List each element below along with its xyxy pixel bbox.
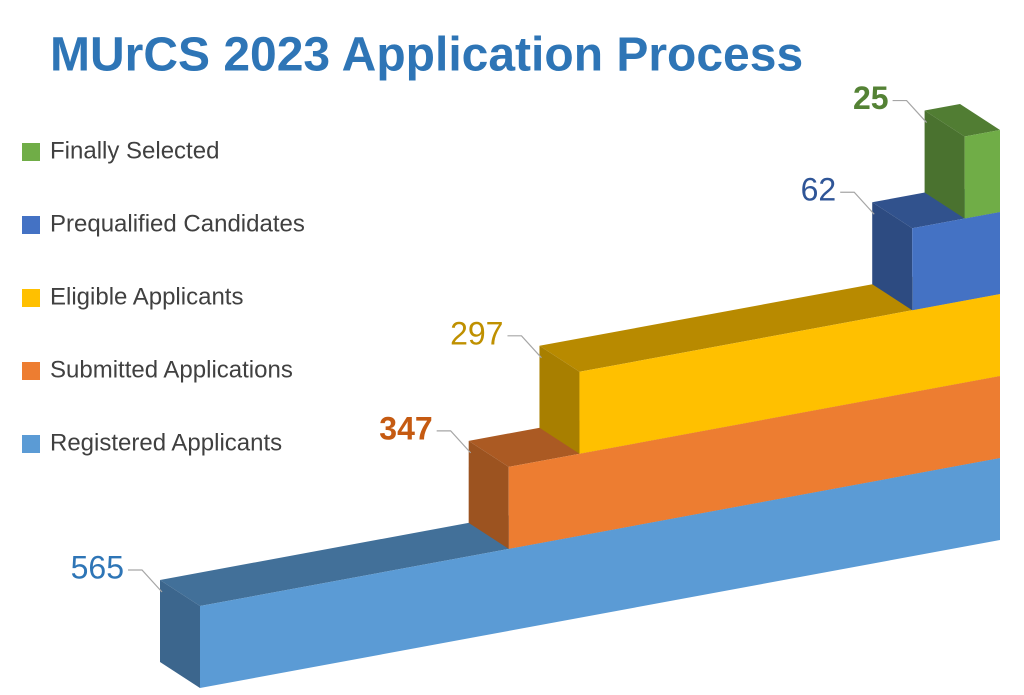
bar-side [539, 345, 580, 454]
bar [579, 294, 1000, 454]
data-label: 297 [450, 315, 503, 351]
data-label: 565 [71, 549, 124, 585]
leader-line [507, 335, 542, 359]
legend-label: Finally Selected [50, 137, 219, 164]
legend-label: Prequalified Candidates [50, 210, 305, 237]
legend-label: Submitted Applications [50, 356, 293, 383]
data-label: 25 [853, 80, 889, 116]
legend-swatch [22, 362, 40, 380]
legend-swatch [22, 143, 40, 161]
data-label: 62 [801, 172, 837, 208]
legend-swatch [22, 289, 40, 307]
bar [200, 458, 1000, 688]
bar-top [539, 268, 1000, 372]
chart-title: MUrCS 2023 Application Process [50, 29, 803, 82]
leader-line [892, 99, 928, 123]
bar-side [872, 202, 913, 311]
bar [912, 212, 1000, 311]
leader-line [436, 430, 472, 454]
bar [964, 130, 1000, 219]
bar-top [924, 104, 1000, 137]
legend-swatch [22, 216, 40, 234]
data-label: 347 [379, 410, 432, 446]
bar-side [468, 440, 509, 549]
bar-side [924, 110, 965, 219]
bar [508, 376, 1000, 549]
leader-line [128, 569, 163, 593]
legend-label: Registered Applicants [50, 429, 282, 456]
leader-line [840, 191, 875, 215]
legend-label: Eligible Applicants [50, 283, 243, 310]
legend-swatch [22, 435, 40, 453]
bar-side [160, 580, 200, 688]
